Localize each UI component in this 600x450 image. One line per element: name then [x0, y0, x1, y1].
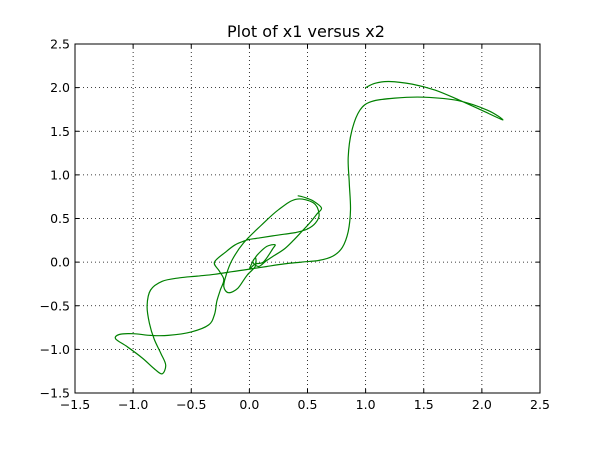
y-tick-label: 0.0 [50, 255, 70, 270]
x-tick-label: 2.0 [472, 397, 492, 412]
x-tick-label: 0.5 [298, 397, 318, 412]
x-tick-label: 2.5 [530, 397, 550, 412]
x-tick-label: −1.5 [60, 397, 90, 412]
y-tick-label: −1.0 [40, 342, 70, 357]
y-tick-label: 2.0 [50, 80, 70, 95]
y-tick-labels: −1.5 −1.0 −0.5 0.0 0.5 1.0 1.5 2.0 2.5 [40, 37, 70, 401]
y-tick-label: −1.5 [40, 386, 70, 401]
y-tick-label: 0.5 [50, 211, 70, 226]
gridlines [75, 44, 540, 393]
y-tick-label: 1.0 [50, 167, 70, 182]
x-tick-label: −1.0 [118, 397, 148, 412]
x-tick-label: −0.5 [176, 397, 206, 412]
y-tick-label: 2.5 [50, 37, 70, 52]
series-group [114, 80, 504, 375]
plot-frame [74, 43, 541, 394]
x-tick-label: 0.0 [239, 397, 259, 412]
y-tick-label: 1.5 [50, 124, 70, 139]
x-tick-label: 1.0 [356, 397, 376, 412]
x-tick-labels: −1.5 −1.0 −0.5 0.0 0.5 1.0 1.5 2.0 2.5 [60, 397, 550, 412]
series-line-0 [114, 80, 504, 375]
chart-title: Plot of x1 versus x2 [227, 22, 385, 41]
x-tick-label: 1.5 [414, 397, 434, 412]
y-tick-label: −0.5 [40, 298, 70, 313]
